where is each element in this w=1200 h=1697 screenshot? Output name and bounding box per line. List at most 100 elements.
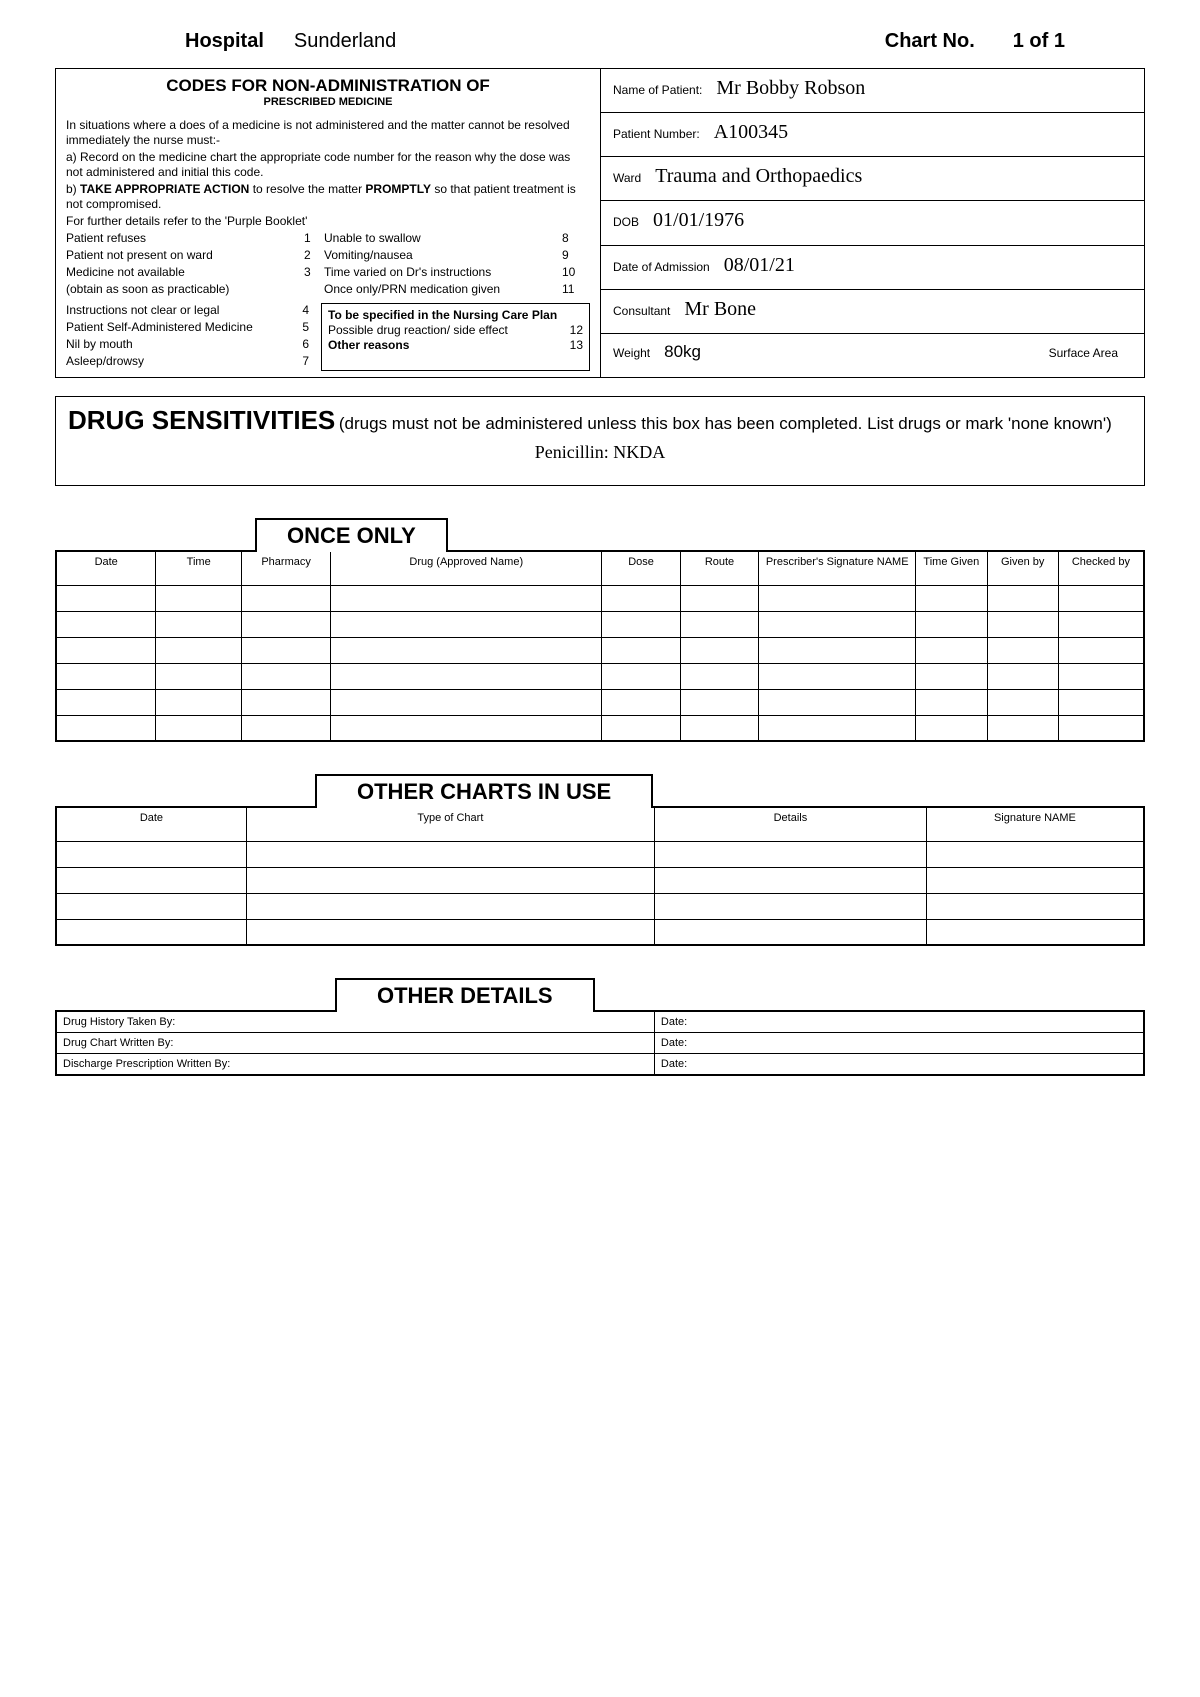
table-cell[interactable] (331, 663, 602, 689)
table-cell[interactable] (602, 637, 680, 663)
table-cell[interactable] (241, 663, 330, 689)
column-header: Drug (Approved Name) (331, 551, 602, 585)
table-cell[interactable] (1058, 637, 1144, 663)
consultant-field: Consultant Mr Bone (600, 290, 1144, 334)
table-cell[interactable] (156, 689, 242, 715)
table-cell[interactable] (56, 919, 246, 945)
patient-name: Mr Bobby Robson (716, 77, 865, 100)
table-cell[interactable] (241, 611, 330, 637)
table-cell[interactable] (926, 841, 1144, 867)
table-cell[interactable] (654, 893, 926, 919)
chartno-label: Chart No. (885, 30, 975, 53)
table-cell[interactable] (654, 919, 926, 945)
table-cell[interactable] (680, 689, 758, 715)
table-cell[interactable] (156, 585, 242, 611)
column-header: Checked by (1058, 551, 1144, 585)
table-cell[interactable] (987, 663, 1058, 689)
hospital-label: Hospital (185, 30, 264, 53)
table-cell[interactable] (241, 715, 330, 741)
table-cell[interactable] (916, 715, 987, 741)
table-cell[interactable] (602, 663, 680, 689)
table-cell[interactable] (56, 585, 156, 611)
table-cell[interactable] (1058, 663, 1144, 689)
table-cell[interactable] (926, 893, 1144, 919)
table-cell[interactable] (602, 585, 680, 611)
table-cell[interactable] (987, 715, 1058, 741)
table-cell[interactable] (246, 841, 654, 867)
table-cell[interactable] (654, 841, 926, 867)
table-cell[interactable] (926, 919, 1144, 945)
table-cell[interactable] (56, 689, 156, 715)
table-cell[interactable] (1058, 611, 1144, 637)
column-header: Route (680, 551, 758, 585)
table-cell[interactable] (987, 611, 1058, 637)
table-cell[interactable] (654, 867, 926, 893)
table-cell[interactable] (56, 893, 246, 919)
table-cell[interactable] (241, 637, 330, 663)
table-cell[interactable] (759, 585, 916, 611)
table-cell[interactable] (1058, 689, 1144, 715)
table-cell[interactable] (916, 585, 987, 611)
table-cell[interactable] (331, 585, 602, 611)
table-cell[interactable] (987, 585, 1058, 611)
column-header: Dose (602, 551, 680, 585)
admission-field: Date of Admission 08/01/21 (600, 246, 1144, 290)
table-cell[interactable] (156, 663, 242, 689)
table-cell[interactable] (602, 611, 680, 637)
table-cell[interactable] (1058, 715, 1144, 741)
table-cell[interactable] (246, 893, 654, 919)
table-cell[interactable] (987, 637, 1058, 663)
ward-value: Trauma and Orthopaedics (655, 165, 862, 188)
admission-value: 08/01/21 (724, 254, 795, 277)
codes-title: CODES FOR NON-ADMINISTRATION OF (66, 75, 590, 96)
table-cell[interactable] (56, 867, 246, 893)
table-cell[interactable] (156, 637, 242, 663)
table-cell[interactable] (926, 867, 1144, 893)
table-cell[interactable] (56, 637, 156, 663)
table-cell[interactable] (916, 689, 987, 715)
table-cell[interactable] (1058, 585, 1144, 611)
once-only-table: DateTimePharmacyDrug (Approved Name)Dose… (55, 550, 1145, 742)
detail-label: Discharge Prescription Written By: (56, 1054, 654, 1076)
table-cell[interactable] (916, 637, 987, 663)
codes-line-b: b) TAKE APPROPRIATE ACTION to resolve th… (66, 182, 590, 212)
table-cell[interactable] (331, 637, 602, 663)
column-header: Time Given (916, 551, 987, 585)
table-cell[interactable] (56, 611, 156, 637)
table-cell[interactable] (680, 663, 758, 689)
table-cell[interactable] (246, 867, 654, 893)
sensitivities-title: DRUG SENSITIVITIES (68, 405, 335, 435)
table-cell[interactable] (241, 585, 330, 611)
table-cell[interactable] (759, 715, 916, 741)
surface-area-label: Surface Area (1049, 346, 1118, 360)
table-cell[interactable] (56, 663, 156, 689)
codes-line-a: a) Record on the medicine chart the appr… (66, 150, 590, 180)
table-cell[interactable] (680, 715, 758, 741)
table-cell[interactable] (759, 611, 916, 637)
table-cell[interactable] (156, 611, 242, 637)
column-header: Date (56, 807, 246, 841)
table-cell[interactable] (331, 715, 602, 741)
table-cell[interactable] (759, 663, 916, 689)
table-cell[interactable] (987, 689, 1058, 715)
table-cell[interactable] (759, 637, 916, 663)
codes-lower: Instructions not clear or legal4Patient … (66, 303, 590, 371)
table-cell[interactable] (602, 689, 680, 715)
table-cell[interactable] (680, 637, 758, 663)
table-cell[interactable] (916, 611, 987, 637)
table-cell[interactable] (759, 689, 916, 715)
table-cell[interactable] (246, 919, 654, 945)
table-cell[interactable] (156, 715, 242, 741)
table-cell[interactable] (56, 841, 246, 867)
table-cell[interactable] (602, 715, 680, 741)
table-cell[interactable] (916, 663, 987, 689)
table-cell[interactable] (56, 715, 156, 741)
other-charts-tab: OTHER CHARTS IN USE (315, 774, 653, 808)
table-cell[interactable] (241, 689, 330, 715)
table-cell[interactable] (680, 585, 758, 611)
table-cell[interactable] (680, 611, 758, 637)
table-cell[interactable] (331, 689, 602, 715)
codes-left-list: Instructions not clear or legal4Patient … (66, 303, 321, 371)
table-cell[interactable] (331, 611, 602, 637)
detail-label: Drug Chart Written By: (56, 1033, 654, 1054)
